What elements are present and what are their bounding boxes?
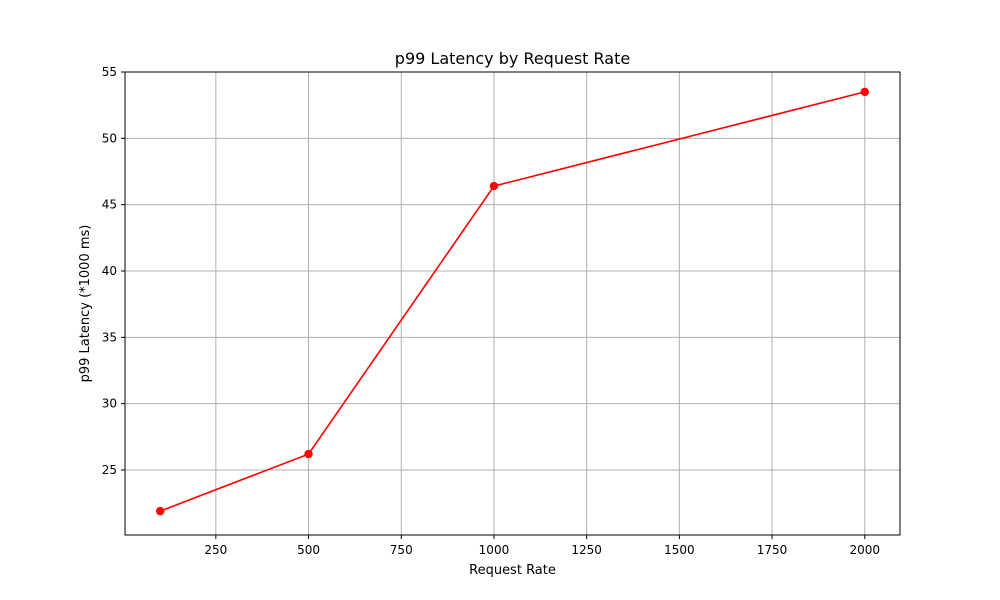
x-tick-label: 1750 bbox=[757, 543, 788, 557]
y-tick-label: 50 bbox=[102, 131, 117, 145]
x-tick-label: 500 bbox=[297, 543, 320, 557]
y-axis-label: p99 Latency (*1000 ms) bbox=[78, 225, 93, 383]
x-tick-label: 750 bbox=[390, 543, 413, 557]
y-tick-label: 40 bbox=[102, 264, 117, 278]
x-tick-label: 1500 bbox=[664, 543, 695, 557]
y-tick-label: 35 bbox=[102, 330, 117, 344]
data-point bbox=[489, 181, 499, 191]
y-axis: 25 30 35 40 45 50 55 bbox=[102, 65, 125, 477]
x-tick-label: 2000 bbox=[849, 543, 880, 557]
y-tick-label: 45 bbox=[102, 198, 117, 212]
plot-frame bbox=[124, 71, 901, 536]
x-tick-label: 1000 bbox=[479, 543, 510, 557]
data-point bbox=[156, 506, 165, 516]
x-tick-label: 250 bbox=[204, 543, 227, 557]
x-tick-label: 1250 bbox=[571, 543, 602, 557]
x-axis-label: Request Rate bbox=[469, 563, 556, 578]
series-line bbox=[159, 91, 865, 512]
y-tick-label: 30 bbox=[102, 397, 117, 411]
series-layer bbox=[156, 87, 869, 516]
chart-title: p99 Latency by Request Rate bbox=[395, 49, 630, 68]
plot-area bbox=[125, 72, 900, 535]
data-point bbox=[304, 449, 313, 459]
y-tick-label: 25 bbox=[102, 463, 117, 477]
data-point bbox=[860, 87, 869, 97]
y-tick-label: 55 bbox=[102, 65, 117, 79]
x-axis: 250 500 750 1000 1250 1500 1750 2000 bbox=[204, 535, 880, 557]
